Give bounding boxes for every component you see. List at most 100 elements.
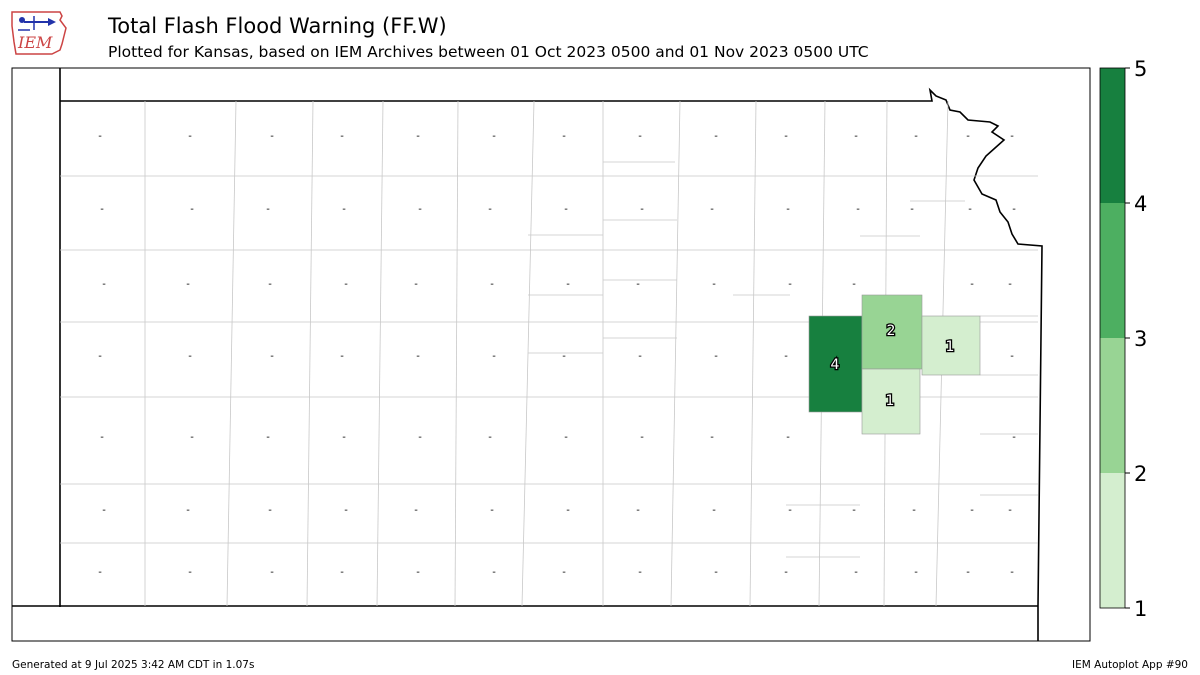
county-value-labels: 4 2 1 1: [829, 322, 956, 411]
county-no-data: -: [564, 204, 568, 215]
county-label-2: 2: [887, 323, 896, 339]
county-no-data: -: [638, 567, 642, 578]
county-no-data: -: [102, 505, 106, 516]
county-no-data: -: [492, 567, 496, 578]
county-no-data: -: [914, 131, 918, 142]
county-no-data: -: [98, 131, 102, 142]
county-no-data: -: [640, 432, 644, 443]
county-no-data: -: [636, 279, 640, 290]
iem-logo: IEM: [8, 6, 72, 58]
chart-subtitle: Plotted for Kansas, based on IEM Archive…: [108, 43, 869, 61]
county-no-data: -: [188, 567, 192, 578]
county-no-data: -: [268, 505, 272, 516]
county-no-data: -: [268, 279, 272, 290]
county-no-data: -: [784, 351, 788, 362]
county-no-data: -: [710, 432, 714, 443]
county-no-data: -: [786, 204, 790, 215]
county-boundaries: [60, 100, 1038, 607]
county-no-data: -: [564, 432, 568, 443]
county-no-data: -: [712, 279, 716, 290]
county-no-data: -: [784, 131, 788, 142]
county-no-data: -: [968, 204, 972, 215]
legend-ticks: 1 2 3 4 5: [1125, 57, 1147, 621]
county-no-data: -: [190, 204, 194, 215]
county-label-4: 4: [831, 357, 840, 373]
county-no-data: -: [970, 505, 974, 516]
legend-bin-1: [1100, 473, 1125, 608]
county-no-data: -: [490, 279, 494, 290]
county-no-data: -: [562, 351, 566, 362]
county-no-data: -: [340, 567, 344, 578]
county-no-data: -: [566, 279, 570, 290]
county-no-data: -: [1010, 351, 1014, 362]
county-no-data: -: [640, 204, 644, 215]
county-no-data: -: [712, 505, 716, 516]
county-label-1a: 1: [946, 339, 955, 355]
legend-tick-label: 2: [1134, 462, 1147, 486]
county-no-data: -: [636, 505, 640, 516]
generated-timestamp: Generated at 9 Jul 2025 3:42 AM CDT in 1…: [12, 659, 255, 671]
county-no-data: -: [714, 351, 718, 362]
legend-bin-3: [1100, 203, 1125, 338]
county-no-data: -: [416, 567, 420, 578]
legend-bin-2: [1100, 338, 1125, 473]
county-no-data: -: [852, 279, 856, 290]
county-no-data: -: [788, 505, 792, 516]
county-no-data: -: [1008, 279, 1012, 290]
legend-tick-label: 3: [1134, 327, 1147, 351]
county-no-data: -: [492, 131, 496, 142]
kansas-county-map: 4 2 1 1 - - - - - - - - - - - - - -- - - - - - - - - - - - - -- - - -…: [11, 67, 1091, 642]
chart-title: Total Flash Flood Warning (FF.W): [108, 14, 447, 38]
county-no-data: -: [854, 131, 858, 142]
county-no-data: -: [856, 204, 860, 215]
county-no-data: -: [186, 279, 190, 290]
county-no-data: -: [100, 204, 104, 215]
county-no-data: -: [854, 567, 858, 578]
no-data-county-labels: - - - - - - - - - - - - - - - - - - - - - - - - - - - - - - - - - - - - - - - -…: [98, 131, 1016, 578]
county-no-data: -: [910, 204, 914, 215]
county-no-data: -: [1008, 505, 1012, 516]
county-no-data: -: [1010, 131, 1014, 142]
county-no-data: -: [1010, 567, 1014, 578]
legend-tick-label: 5: [1134, 57, 1147, 81]
county-no-data: -: [852, 505, 856, 516]
legend-bins: [1100, 68, 1125, 608]
county-no-data: -: [100, 432, 104, 443]
app-label: IEM Autoplot App #90: [1072, 659, 1188, 671]
county-no-data: -: [1012, 204, 1016, 215]
county-no-data: -: [186, 505, 190, 516]
county-no-data: -: [266, 432, 270, 443]
county-no-data: -: [190, 432, 194, 443]
county-no-data: -: [98, 351, 102, 362]
county-no-data: -: [784, 567, 788, 578]
county-no-data: -: [102, 279, 106, 290]
county-value-4: [808, 315, 863, 413]
county-no-data: -: [418, 432, 422, 443]
county-no-data: -: [710, 204, 714, 215]
county-label-1b: 1: [886, 393, 895, 409]
county-no-data: -: [966, 131, 970, 142]
legend-tick-label: 4: [1134, 192, 1147, 216]
county-no-data: -: [638, 351, 642, 362]
county-no-data: -: [566, 505, 570, 516]
legend-bin-4: [1100, 68, 1125, 203]
county-no-data: -: [414, 279, 418, 290]
county-no-data: -: [340, 351, 344, 362]
county-no-data: -: [270, 351, 274, 362]
county-no-data: -: [344, 505, 348, 516]
legend-frame: [1099, 67, 1126, 609]
county-no-data: -: [788, 279, 792, 290]
county-no-data: -: [488, 432, 492, 443]
county-no-data: -: [912, 505, 916, 516]
county-no-data: -: [914, 567, 918, 578]
county-no-data: -: [270, 567, 274, 578]
county-no-data: -: [1012, 432, 1016, 443]
county-no-data: -: [342, 204, 346, 215]
county-no-data: -: [416, 131, 420, 142]
county-no-data: -: [970, 279, 974, 290]
county-no-data: -: [562, 567, 566, 578]
county-no-data: -: [98, 567, 102, 578]
county-no-data: -: [270, 131, 274, 142]
county-no-data: -: [416, 351, 420, 362]
county-value-1b: [861, 368, 921, 435]
